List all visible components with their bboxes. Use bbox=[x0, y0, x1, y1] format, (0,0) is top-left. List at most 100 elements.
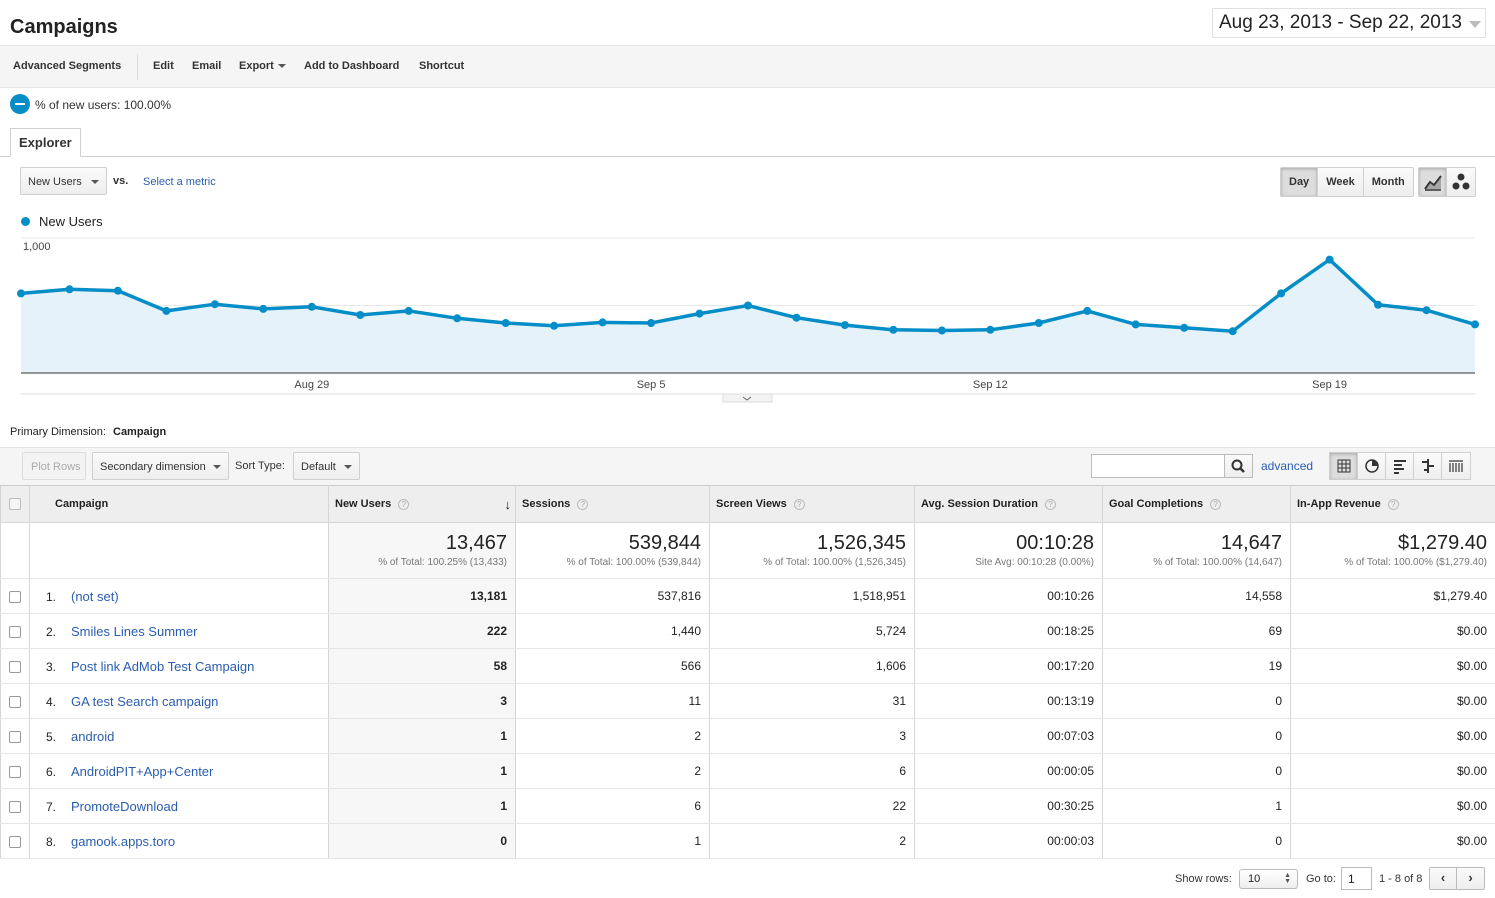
performance-view-icon[interactable] bbox=[1386, 453, 1414, 479]
comparison-view-icon[interactable] bbox=[1414, 453, 1442, 479]
vs-label: vs. bbox=[113, 175, 129, 187]
campaign-link[interactable]: android bbox=[71, 728, 115, 744]
campaign-link[interactable]: Post link AdMob Test Campaign bbox=[71, 658, 255, 674]
column-header-goal-completions[interactable]: Goal Completions? bbox=[1102, 485, 1291, 523]
edit-button[interactable]: Edit bbox=[153, 60, 174, 72]
advanced-segments-button[interactable]: Advanced Segments bbox=[13, 60, 122, 72]
data-point bbox=[356, 311, 365, 319]
data-point bbox=[1228, 327, 1237, 336]
line-chart-icon[interactable] bbox=[1419, 168, 1447, 196]
data-point bbox=[1034, 319, 1043, 327]
sessions-cell: 1,440 bbox=[515, 613, 710, 649]
x-tick-label: Sep 12 bbox=[973, 379, 1008, 391]
month-button[interactable]: Month bbox=[1363, 168, 1413, 196]
help-icon[interactable]: ? bbox=[577, 498, 589, 510]
table-view-icon[interactable] bbox=[1330, 453, 1358, 479]
row-checkbox[interactable] bbox=[0, 788, 30, 824]
campaign-link[interactable]: GA test Search campaign bbox=[71, 693, 219, 709]
help-icon[interactable]: ? bbox=[793, 498, 805, 510]
chart-resize-handle bbox=[722, 393, 773, 403]
pivot-view-icon[interactable] bbox=[1442, 453, 1470, 479]
row-checkbox[interactable] bbox=[0, 823, 30, 859]
email-button[interactable]: Email bbox=[192, 60, 222, 72]
total-value: 00:10:28 bbox=[1016, 532, 1094, 554]
row-number: 1. bbox=[46, 589, 57, 604]
screen-views-cell: 22 bbox=[709, 788, 915, 824]
legend-dot bbox=[21, 217, 30, 226]
new-users-cell: 1 bbox=[328, 788, 516, 824]
table-search-input[interactable] bbox=[1091, 454, 1225, 478]
total-sub: Site Avg: 00:10:28 (0.00%) bbox=[975, 557, 1094, 568]
metric-select[interactable]: New Users bbox=[20, 167, 107, 195]
column-header-campaign[interactable]: Campaign bbox=[29, 485, 329, 523]
export-label: Export bbox=[239, 60, 274, 72]
screen-views-cell: 3 bbox=[709, 718, 915, 754]
data-point bbox=[695, 309, 704, 318]
primary-dimension-campaign[interactable]: Campaign bbox=[113, 426, 167, 438]
avg-duration-cell: 00:00:05 bbox=[914, 753, 1103, 789]
new-users-cell: 58 bbox=[328, 648, 516, 684]
data-point bbox=[1374, 300, 1383, 309]
week-button[interactable]: Week bbox=[1318, 168, 1364, 196]
column-header-screen-views[interactable]: Screen Views? bbox=[709, 485, 915, 523]
help-icon[interactable]: ? bbox=[398, 498, 410, 510]
segment-toggle-icon[interactable] bbox=[10, 94, 30, 114]
row-checkbox[interactable] bbox=[0, 753, 30, 789]
date-range-picker[interactable]: Aug 23, 2013 - Sep 22, 2013 bbox=[1212, 8, 1486, 38]
help-icon[interactable]: ? bbox=[1210, 498, 1222, 510]
shortcut-button[interactable]: Shortcut bbox=[419, 60, 465, 72]
sessions-cell: 2 bbox=[515, 753, 710, 789]
previous-page-button[interactable]: ‹ bbox=[1430, 868, 1457, 889]
row-checkbox[interactable] bbox=[0, 718, 30, 754]
add-to-dashboard-button[interactable]: Add to Dashboard bbox=[304, 60, 400, 72]
pie-view-icon[interactable] bbox=[1358, 453, 1386, 479]
advanced-filter-link[interactable]: advanced bbox=[1261, 459, 1314, 473]
new-users-cell: 3 bbox=[328, 683, 516, 719]
secondary-dimension-select[interactable]: Secondary dimension bbox=[92, 452, 229, 480]
goto-page-input[interactable]: 1 bbox=[1341, 867, 1372, 890]
help-icon[interactable]: ? bbox=[1044, 498, 1056, 510]
help-icon[interactable]: ? bbox=[1387, 498, 1399, 510]
show-rows-select[interactable]: 10 ▲ ▼ bbox=[1239, 869, 1298, 889]
next-page-button[interactable]: › bbox=[1457, 868, 1484, 889]
motion-chart-icon[interactable] bbox=[1447, 168, 1475, 196]
revenue-cell: $0.00 bbox=[1290, 718, 1495, 754]
plot-rows-button[interactable]: Plot Rows bbox=[22, 452, 86, 480]
screen-views-cell: 5,724 bbox=[709, 613, 915, 649]
chevron-down-icon bbox=[1469, 21, 1481, 28]
data-point bbox=[17, 289, 25, 298]
campaign-link[interactable]: gamook.apps.toro bbox=[71, 833, 176, 849]
row-checkbox[interactable] bbox=[0, 613, 30, 649]
goto-label: Go to: bbox=[1306, 873, 1336, 885]
total-revenue: $1,279.40 % of Total: 100.00% ($1,279.40) bbox=[1290, 522, 1495, 579]
avg-duration-cell: 00:13:19 bbox=[914, 683, 1103, 719]
column-header-sessions[interactable]: Sessions? bbox=[515, 485, 710, 523]
campaign-link[interactable]: PromoteDownload bbox=[71, 798, 178, 814]
campaign-cell: 2. Smiles Lines Summer bbox=[29, 613, 329, 649]
sessions-cell: 6 bbox=[515, 788, 710, 824]
select-all-checkbox[interactable] bbox=[0, 485, 30, 523]
campaign-link[interactable]: (not set) bbox=[71, 588, 119, 604]
row-number: 3. bbox=[46, 659, 57, 674]
data-point bbox=[647, 319, 656, 327]
export-button[interactable]: Export bbox=[239, 60, 286, 72]
row-number: 5. bbox=[46, 729, 57, 744]
row-checkbox[interactable] bbox=[0, 578, 30, 614]
goals-cell: 19 bbox=[1102, 648, 1291, 684]
select-metric-link[interactable]: Select a metric bbox=[143, 176, 216, 188]
row-number: 7. bbox=[46, 799, 57, 814]
data-point bbox=[162, 306, 171, 315]
row-checkbox[interactable] bbox=[0, 683, 30, 719]
day-button[interactable]: Day bbox=[1281, 168, 1319, 196]
column-header-new-users[interactable]: New Users? ↓ bbox=[328, 485, 516, 523]
sort-type-select[interactable]: Default bbox=[293, 452, 360, 480]
chevron-down-icon bbox=[213, 465, 221, 469]
campaign-link[interactable]: AndroidPIT+App+Center bbox=[71, 763, 214, 779]
campaign-link[interactable]: Smiles Lines Summer bbox=[71, 623, 198, 639]
column-header-avg-session-duration[interactable]: Avg. Session Duration? bbox=[914, 485, 1103, 523]
search-button[interactable] bbox=[1224, 454, 1253, 478]
row-checkbox[interactable] bbox=[0, 648, 30, 684]
x-tick-label: Aug 29 bbox=[294, 379, 329, 391]
column-header-in-app-revenue[interactable]: In-App Revenue? bbox=[1290, 485, 1495, 523]
tab-explorer[interactable]: Explorer bbox=[10, 128, 81, 157]
